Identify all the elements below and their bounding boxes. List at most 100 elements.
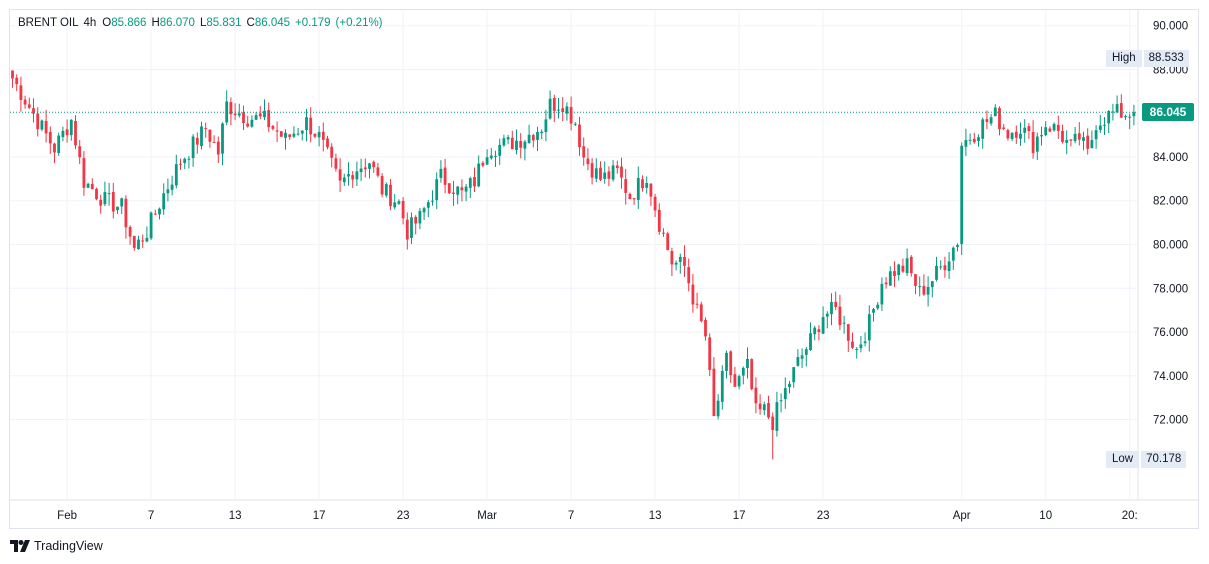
candle-body — [943, 265, 947, 271]
candle-body — [11, 70, 14, 79]
candle-body — [985, 119, 989, 123]
candle-body — [237, 113, 241, 116]
candle-body — [880, 283, 884, 305]
high-marker-label: High — [1106, 49, 1142, 67]
candle-body — [246, 123, 250, 127]
candle-body — [212, 141, 216, 143]
candle-body — [267, 110, 271, 128]
candle-body — [90, 183, 94, 190]
candle-body — [746, 358, 749, 368]
candle-body — [859, 344, 863, 349]
candle-body — [1006, 130, 1010, 139]
candle-body — [586, 158, 590, 165]
candle-body — [531, 135, 535, 141]
time-axis[interactable]: Feb 7 13 17 23 Mar 7 13 17 23 Apr 10 20: — [57, 510, 1138, 522]
candle-body — [1044, 127, 1048, 136]
candle-body — [435, 179, 439, 201]
candle-body — [162, 193, 166, 210]
candle-body — [804, 349, 808, 355]
candle-body — [561, 108, 565, 113]
candle-body — [1077, 133, 1081, 140]
candle-body — [653, 196, 657, 211]
ohlc-legend: BRENT OIL 4h O85.866 H86.070 L85.831 C86.045 +… — [18, 17, 388, 29]
candle-body — [468, 178, 472, 188]
candle-body — [582, 146, 586, 158]
price-tick-label: 78.000 — [1153, 283, 1188, 295]
candle-body — [956, 245, 959, 247]
candle-body — [82, 158, 86, 188]
tradingview-brand[interactable]: TradingView — [10, 539, 103, 553]
candle-body — [452, 192, 455, 194]
candle-body — [813, 327, 817, 335]
candle-body — [1090, 140, 1094, 149]
symbol-name[interactable]: BRENT OIL — [18, 17, 79, 29]
candle-body — [489, 155, 493, 159]
change-percent: (+0.21%) — [335, 17, 383, 29]
candle-body — [1111, 111, 1115, 113]
close-value: 86.045 — [254, 17, 291, 29]
candle-body — [939, 266, 943, 268]
candle-body — [951, 247, 955, 261]
candle-body — [174, 164, 178, 186]
candle-body — [275, 130, 279, 132]
interval-label[interactable]: 4h — [83, 17, 97, 29]
candle-body — [678, 256, 682, 262]
candle-body — [309, 117, 313, 135]
candle-body — [305, 117, 308, 130]
candle-body — [645, 182, 649, 188]
candle-body — [922, 285, 926, 295]
candle-body — [137, 239, 140, 250]
candle-body — [636, 177, 640, 200]
candle-body — [779, 400, 783, 402]
candle-body — [418, 210, 422, 224]
candle-body — [1056, 124, 1060, 131]
candle-body — [851, 341, 854, 348]
candle-body — [271, 126, 275, 129]
candle-body — [1002, 127, 1006, 129]
low-marker-label: Low — [1106, 451, 1140, 469]
candle-body — [347, 174, 350, 177]
time-tick-label: 23 — [397, 510, 410, 522]
candle-body — [330, 146, 334, 158]
candle-body — [393, 202, 397, 208]
candle-body — [372, 161, 376, 168]
candle-body — [355, 171, 359, 180]
candle-body — [947, 261, 951, 272]
time-tick-label: 7 — [568, 510, 574, 522]
candle-body — [426, 202, 430, 208]
candle-body — [263, 110, 266, 118]
candle-body — [242, 112, 245, 124]
candle-body — [40, 120, 44, 130]
price-tick-label: 80.000 — [1153, 240, 1188, 252]
candle-body — [74, 120, 77, 146]
candle-body — [1023, 127, 1027, 133]
candle-body — [909, 256, 913, 274]
candle-body — [288, 134, 292, 137]
candle-body — [674, 262, 678, 265]
candle-body — [599, 167, 602, 180]
candle-body — [1086, 135, 1090, 149]
candle-body — [99, 199, 103, 206]
time-tick-label: 7 — [148, 510, 154, 522]
candle-body — [221, 123, 224, 154]
candle-body — [229, 102, 233, 115]
candle-body — [863, 341, 867, 344]
candle-body — [573, 123, 577, 125]
candle-body — [65, 129, 69, 136]
candle-body — [998, 108, 1001, 130]
candle-body — [53, 143, 56, 153]
candle-body — [321, 131, 325, 140]
candle-body — [477, 163, 481, 187]
candle-body — [1069, 139, 1073, 141]
candle-body — [410, 217, 413, 238]
price-axis[interactable]: 90.00088.00086.00084.00082.00080.00078.0… — [1153, 21, 1188, 427]
candle-body — [800, 355, 804, 359]
candle-body — [578, 124, 581, 148]
candle-body — [935, 265, 938, 280]
candle-body — [191, 136, 195, 159]
candle-body — [993, 107, 997, 117]
candle-body — [19, 85, 23, 101]
candle-body — [153, 213, 157, 215]
candle-body — [901, 265, 905, 272]
